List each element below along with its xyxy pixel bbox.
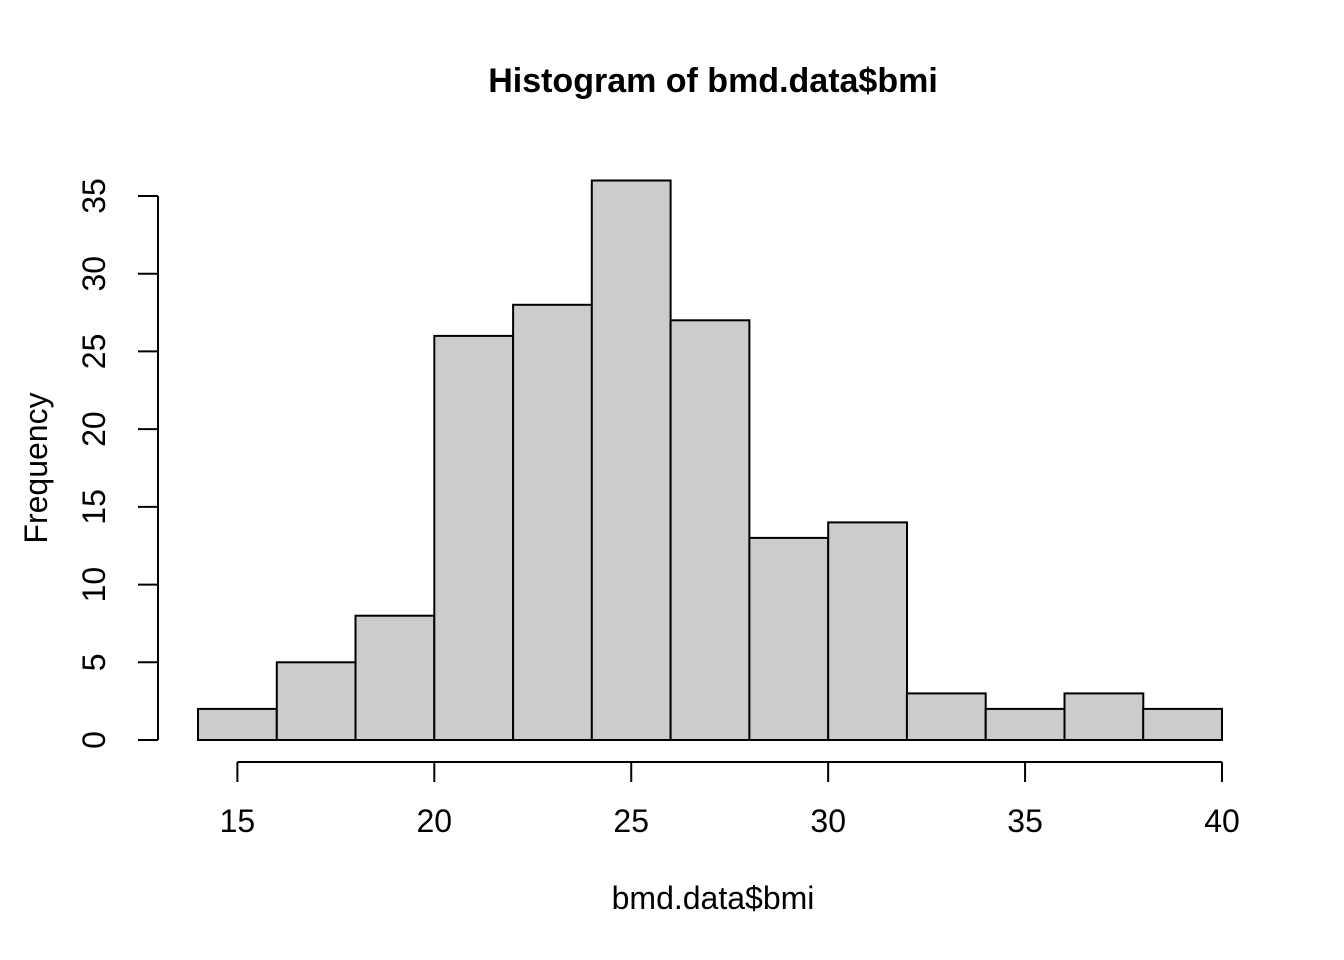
histogram-bar <box>827 521 909 742</box>
y-axis: 0 5 10 15 20 25 30 35 <box>76 178 159 749</box>
y-tick-label: 15 <box>76 489 112 525</box>
histogram-bar <box>197 707 278 742</box>
histogram-bar <box>512 303 593 741</box>
y-tick-label: 30 <box>76 256 112 292</box>
histogram-bar <box>748 536 830 742</box>
y-tick-label: 10 <box>76 567 112 603</box>
y-tick-label: 35 <box>76 178 112 214</box>
histogram-bar <box>433 334 515 741</box>
x-tick-label: 25 <box>613 803 649 839</box>
x-axis-title: bmd.data$bmi <box>612 880 815 916</box>
x-tick-label: 30 <box>810 803 846 839</box>
histogram-bar <box>1063 692 1145 742</box>
x-tick-label: 15 <box>220 803 256 839</box>
bars-group <box>197 179 1223 742</box>
x-tick-label: 35 <box>1007 803 1043 839</box>
y-tick-label: 0 <box>76 731 112 749</box>
histogram-bar <box>1142 707 1223 742</box>
histogram-bar <box>984 707 1066 742</box>
histogram-bar <box>590 179 672 741</box>
histogram-bar <box>275 661 357 741</box>
y-tick-label: 20 <box>76 411 112 447</box>
histogram-bar <box>354 614 436 742</box>
histogram-bar <box>905 692 987 742</box>
y-tick-label: 25 <box>76 334 112 370</box>
histogram-bar <box>669 319 751 741</box>
x-tick-label: 20 <box>417 803 453 839</box>
y-tick-label: 5 <box>76 653 112 671</box>
x-tick-label: 40 <box>1204 803 1240 839</box>
x-axis: 15 20 25 30 35 40 <box>220 761 1240 839</box>
y-axis-title: Frequency <box>18 392 54 543</box>
chart-title: Histogram of bmd.data$bmi <box>488 62 938 100</box>
